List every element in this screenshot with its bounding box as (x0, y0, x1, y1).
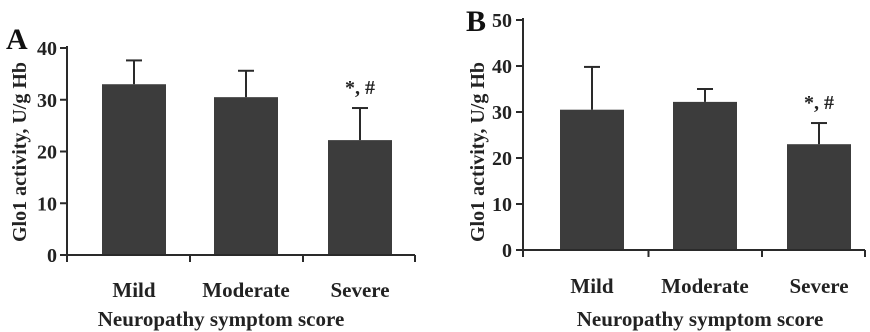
category-label-mild-a: Mild (112, 278, 155, 302)
category-label-severe-b: Severe (789, 274, 848, 298)
y-tick-label-b-0: 0 (502, 240, 512, 262)
category-label-severe-a: Severe (330, 278, 389, 302)
x-axis-label-a: Neuropathy symptom score (98, 307, 345, 331)
y-tick-label-b-1: 10 (492, 194, 512, 216)
y-tick-label-a-2: 20 (37, 142, 57, 164)
significance-label-b-2: *, # (804, 92, 834, 114)
panel-a: A Glo1 activity, U/g Hb Neuropathy sympt… (6, 23, 416, 331)
y-tick-label-a-0: 0 (47, 245, 57, 267)
bar-a-0 (102, 84, 166, 255)
bar-a-2 (328, 140, 392, 255)
y-tick-label-a-3: 30 (37, 90, 57, 112)
panel-b: B Glo1 activity, U/g Hb Neuropathy sympt… (466, 5, 866, 331)
panel-label-b: B (466, 5, 486, 38)
y-axis-label-b: Glo1 activity, U/g Hb (467, 62, 489, 242)
panel-label-a: A (6, 23, 28, 56)
bar-a-1 (214, 97, 278, 255)
y-tick-label-b-3: 30 (492, 102, 512, 124)
bar-b-2 (787, 144, 851, 250)
y-tick-label-a-4: 40 (37, 38, 57, 60)
y-tick-label-b-2: 20 (492, 148, 512, 170)
significance-label-a-2: *, # (345, 77, 375, 99)
y-tick-label-b-4: 40 (492, 56, 512, 78)
category-label-moderate-b: Moderate (661, 274, 748, 298)
category-label-moderate-a: Moderate (202, 278, 289, 302)
bar-b-1 (673, 101, 737, 250)
bar-b-0 (560, 109, 624, 250)
category-label-mild-b: Mild (570, 274, 613, 298)
x-axis-label-b: Neuropathy symptom score (577, 307, 824, 331)
y-axis-label-a: Glo1 activity, U/g Hb (9, 62, 31, 242)
y-tick-label-a-1: 10 (37, 193, 57, 215)
y-tick-label-b-5: 50 (492, 10, 512, 32)
